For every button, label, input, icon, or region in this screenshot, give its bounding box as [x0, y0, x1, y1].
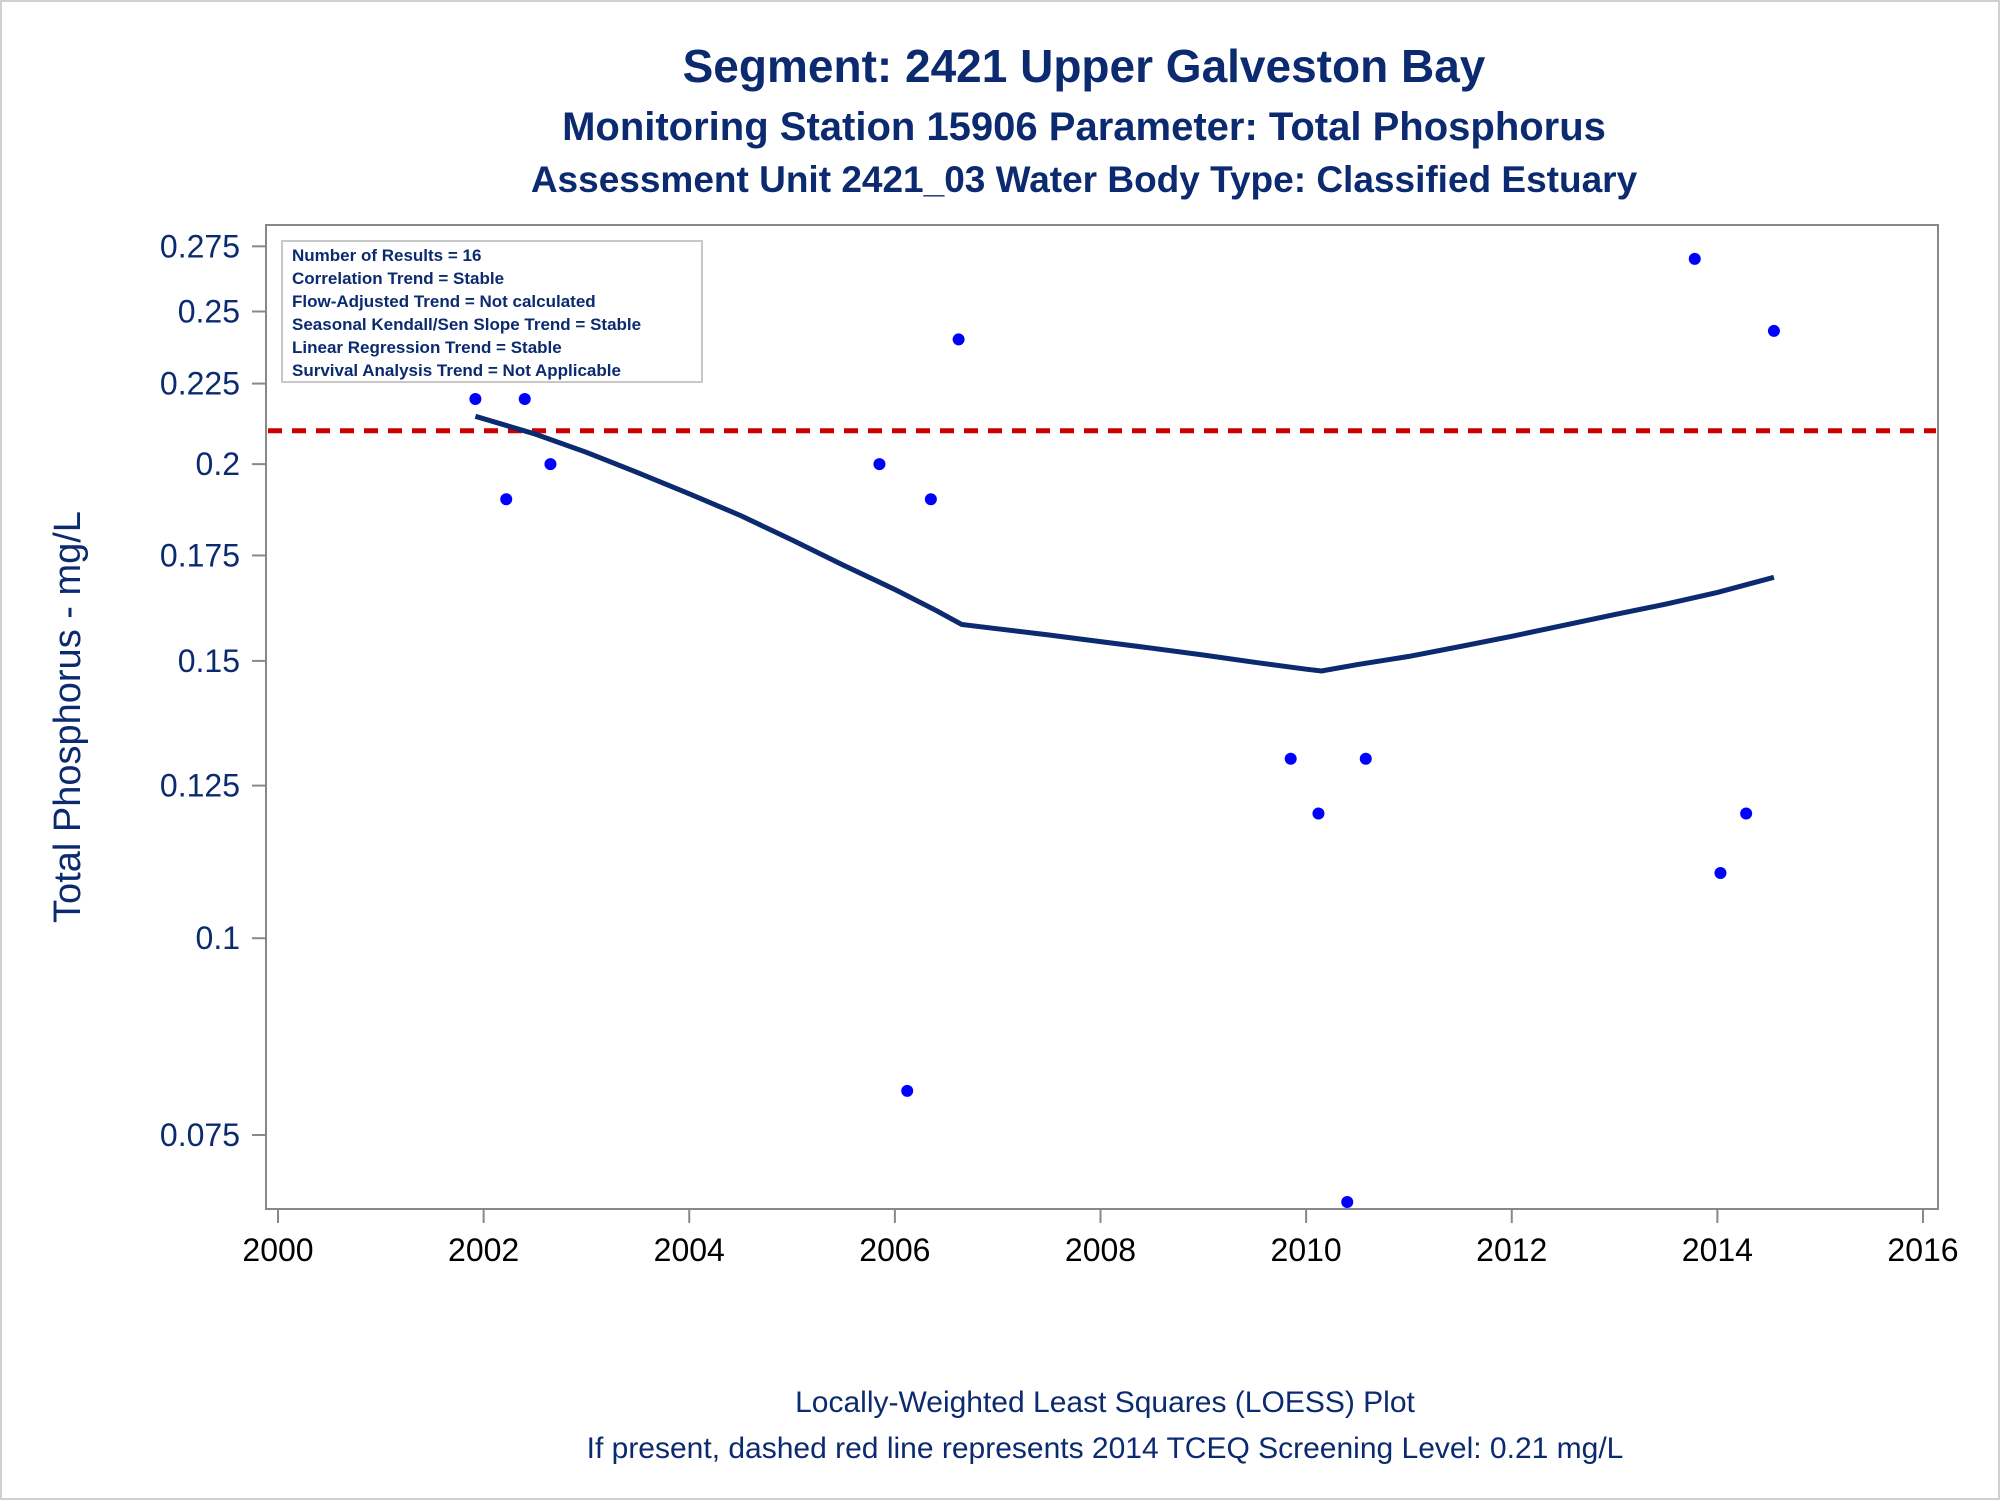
chart-subtitle-station: Monitoring Station 15906 Parameter: Tota…: [562, 105, 1606, 149]
stats-box: Number of Results = 16 Correlation Trend…: [281, 240, 703, 383]
data-point: [1284, 752, 1297, 765]
data-point: [469, 392, 482, 405]
data-point: [873, 458, 886, 471]
data-point: [518, 392, 531, 405]
data-points: [469, 252, 1780, 1208]
data-point: [1714, 867, 1727, 880]
data-point: [1767, 324, 1780, 337]
loess-curve: [474, 413, 1775, 674]
x-tick-label: 2004: [654, 1232, 725, 1268]
chart-subtitle-assessment: Assessment Unit 2421_03 Water Body Type:…: [531, 159, 1638, 200]
footnote-loess: Locally-Weighted Least Squares (LOESS) P…: [795, 1386, 1415, 1419]
x-tick-label: 2000: [242, 1232, 313, 1268]
x-tick-label: 2008: [1065, 1232, 1136, 1268]
y-tick-label: 0.2: [196, 446, 240, 482]
stats-line: Correlation Trend = Stable: [292, 269, 504, 288]
y-tick-label: 0.25: [178, 294, 240, 330]
stats-line: Flow-Adjusted Trend = Not calculated: [292, 292, 596, 311]
data-point: [1688, 252, 1701, 265]
data-point: [1341, 1196, 1354, 1208]
y-tick-label: 0.175: [160, 537, 240, 573]
y-tick-label: 0.1: [196, 920, 240, 956]
y-tick-label: 0.075: [160, 1117, 240, 1153]
y-tick-label: 0.125: [160, 768, 240, 804]
plot-area: [265, 224, 1939, 1210]
y-tick-label: 0.15: [178, 643, 240, 679]
stats-line: Seasonal Kendall/Sen Slope Trend = Stabl…: [292, 315, 641, 334]
chart-title: Segment: 2421 Upper Galveston Bay: [683, 40, 1486, 92]
x-tick-label: 2002: [448, 1232, 519, 1268]
y-tick-label: 0.275: [160, 228, 240, 264]
x-axis: 2000 2002 2004 2006 2008 2010 2012 2014 2016: [242, 1209, 1959, 1268]
data-point: [1312, 807, 1325, 820]
y-axis: 0.075 0.1 0.125 0.15 0.175 0.2 0.225 0.25 0.275: [160, 228, 266, 1153]
data-point: [901, 1084, 914, 1097]
data-point: [1359, 752, 1372, 765]
data-point: [924, 493, 937, 506]
x-tick-label: 2010: [1271, 1232, 1342, 1268]
stats-line: Number of Results = 16: [292, 246, 481, 265]
stats-line: Linear Regression Trend = Stable: [292, 338, 562, 357]
x-tick-label: 2014: [1682, 1232, 1753, 1268]
stats-line: Survival Analysis Trend = Not Applicable: [292, 361, 621, 380]
data-point: [544, 458, 557, 471]
x-tick-label: 2016: [1887, 1232, 1958, 1268]
stats-box-border: [281, 240, 703, 383]
data-point: [1740, 807, 1753, 820]
y-tick-label: 0.225: [160, 366, 240, 402]
footnote-screening: If present, dashed red line represents 2…: [587, 1432, 1624, 1465]
x-tick-label: 2006: [859, 1232, 930, 1268]
data-point: [500, 493, 513, 506]
x-tick-label: 2012: [1476, 1232, 1547, 1268]
y-axis-label: Total Phosphorus - mg/L: [47, 511, 89, 923]
data-point: [952, 333, 965, 346]
